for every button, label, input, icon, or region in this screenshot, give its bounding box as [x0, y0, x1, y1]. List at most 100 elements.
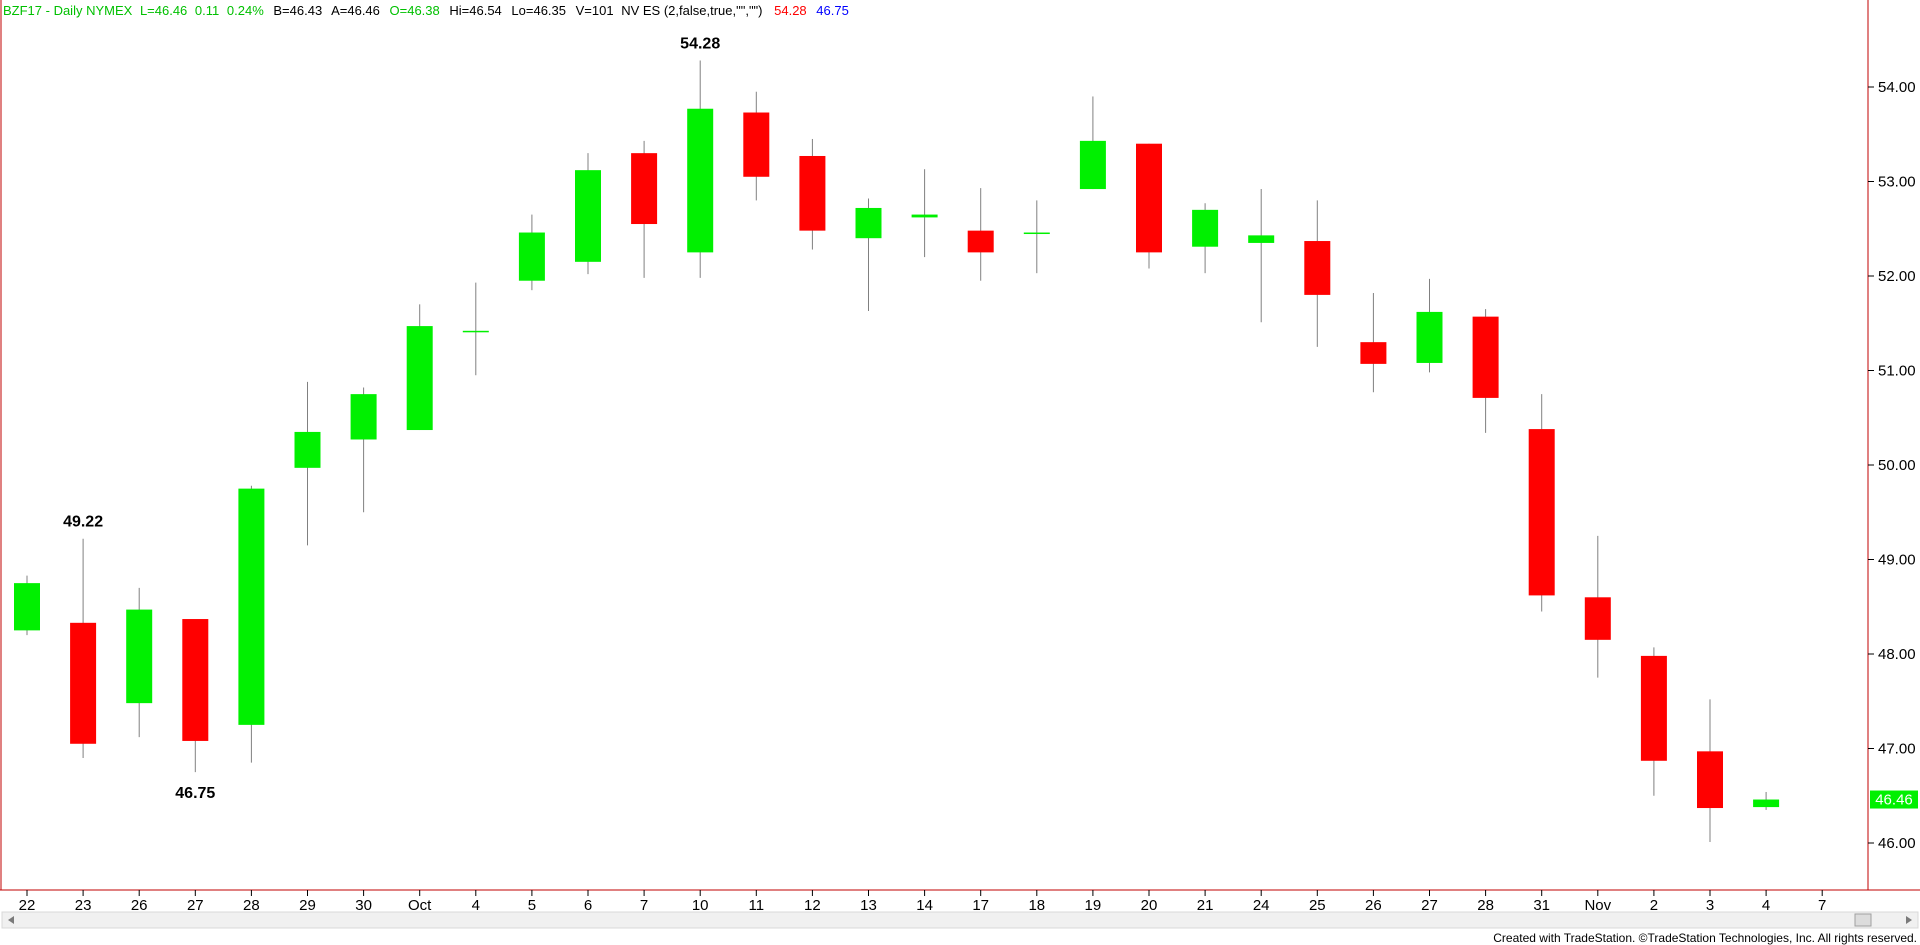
candle [294, 381, 321, 546]
ask-price: A=46.46 [331, 3, 380, 18]
candle-body-up [350, 394, 377, 440]
x-tick-label: 21 [1197, 897, 1214, 914]
candle [1528, 394, 1555, 612]
x-tick-label: 4 [1762, 897, 1770, 914]
pct-change: 0.24% [227, 3, 264, 18]
candle-body-up [462, 330, 489, 333]
candle-body-down [1584, 597, 1611, 640]
horizontal-scrollbar[interactable] [1, 911, 1919, 929]
candle-body-down [967, 230, 994, 253]
x-tick-label: 24 [1253, 897, 1270, 914]
candle-body-down [631, 153, 658, 225]
y-tick-label: 49.00 [1878, 552, 1916, 569]
x-tick-label: 12 [804, 897, 821, 914]
study-value-low: 46.75 [816, 3, 849, 18]
x-tick-label: 6 [584, 897, 592, 914]
candle-body-down [1472, 316, 1499, 398]
candle [687, 60, 714, 278]
x-tick-label: 26 [1365, 897, 1382, 914]
study-value-high: 54.28 [774, 3, 807, 18]
scroll-right-arrow-icon[interactable] [1906, 916, 1912, 924]
candle [1248, 189, 1275, 323]
candle [238, 485, 265, 763]
candle [967, 188, 994, 281]
y-tick-label: 50.00 [1878, 457, 1916, 474]
candle-body-up [1416, 311, 1443, 363]
candle [1697, 699, 1723, 843]
last-price-axis-label: 46.46 [1875, 792, 1913, 809]
candle [1360, 293, 1387, 393]
x-tick-label: 18 [1028, 897, 1045, 914]
candle-body-up [1023, 232, 1050, 235]
x-tick-label: 23 [75, 897, 92, 914]
x-tick-label: 7 [1818, 897, 1826, 914]
x-tick-label: 28 [1477, 897, 1494, 914]
candle [855, 198, 882, 311]
x-tick-label: 14 [916, 897, 933, 914]
candle-body-up [855, 207, 882, 239]
x-tick-label: 22 [19, 897, 36, 914]
candle-body-up [1753, 799, 1780, 808]
candle [14, 575, 40, 636]
y-tick-label: 48.00 [1878, 646, 1916, 663]
x-tick-label: 11 [749, 897, 765, 914]
symbol-label: BZF17 - Daily NYMEX [3, 3, 133, 18]
low-price: Lo=46.35 [511, 3, 566, 18]
candle [1079, 96, 1106, 190]
x-tick-label: 20 [1141, 897, 1158, 914]
candle [126, 587, 153, 738]
price-axis: 54.00 53.00 52.00 51.00 50.00 49.00 48.00 47.00… [1868, 79, 1916, 852]
x-tick-label: 17 [972, 897, 989, 914]
last-price: L=46.46 [140, 3, 187, 18]
candle [799, 138, 826, 250]
high-price: Hi=46.54 [449, 3, 501, 18]
scroll-left-arrow-icon[interactable] [8, 916, 14, 924]
x-tick-label: 29 [299, 897, 316, 914]
bid-price: B=46.43 [273, 3, 322, 18]
study-name: NV ES (2,false,true,"","") [621, 3, 762, 18]
footer-credit: Created with TradeStation. ©TradeStation… [1493, 931, 1917, 945]
candle [631, 140, 658, 278]
y-tick-label: 52.00 [1878, 268, 1916, 285]
x-tick-label: Oct [408, 897, 432, 914]
candle [518, 214, 545, 291]
candle-body-down [1360, 342, 1387, 364]
candle [1472, 309, 1499, 433]
y-tick-label: 54.00 [1878, 79, 1916, 96]
candle [575, 153, 601, 275]
x-tick-label: 13 [860, 897, 877, 914]
x-tick-label: 27 [1421, 897, 1438, 914]
candle [70, 538, 97, 758]
y-tick-label: 46.00 [1878, 835, 1916, 852]
candle [350, 387, 377, 513]
x-tick-label: 25 [1309, 897, 1326, 914]
x-tick-label: 2 [1650, 897, 1658, 914]
candle-body-up [575, 170, 601, 262]
scrollbar-track[interactable] [1, 911, 1919, 929]
candle [1584, 535, 1611, 678]
candle-body-up [406, 326, 433, 431]
candle-body-up [687, 108, 714, 253]
x-tick-label: 27 [187, 897, 204, 914]
x-tick-label: 19 [1085, 897, 1102, 914]
x-tick-label: 31 [1533, 897, 1550, 914]
candle-body-down [70, 622, 97, 744]
x-tick-label: Nov [1584, 897, 1611, 914]
candle [1640, 647, 1667, 796]
x-tick-label: 30 [355, 897, 372, 914]
candle-body-down [1640, 655, 1667, 761]
scrollbar-thumb[interactable] [1854, 913, 1872, 927]
annotations-layer: 49.22 46.75 54.28 [63, 36, 720, 803]
x-tick-label: 10 [692, 897, 709, 914]
candle [1136, 143, 1162, 269]
price-annotation: 54.28 [680, 36, 720, 53]
candle-body-down [799, 155, 826, 231]
x-tick-label: 7 [640, 897, 648, 914]
candle [182, 619, 209, 773]
candle-body-up [1079, 140, 1106, 190]
candle [1192, 203, 1219, 274]
candle-body-up [1192, 209, 1219, 247]
candle [1416, 278, 1443, 373]
